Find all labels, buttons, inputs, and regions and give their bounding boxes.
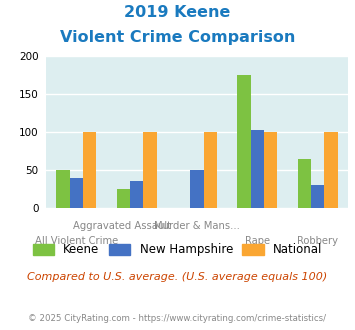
Text: © 2025 CityRating.com - https://www.cityrating.com/crime-statistics/: © 2025 CityRating.com - https://www.city…	[28, 314, 327, 323]
Bar	[298, 159, 311, 208]
Bar	[143, 132, 157, 208]
Bar	[83, 132, 96, 208]
Text: Compared to U.S. average. (U.S. average equals 100): Compared to U.S. average. (U.S. average …	[27, 272, 328, 282]
Bar	[324, 132, 338, 208]
Text: Rape: Rape	[245, 236, 270, 246]
Text: Aggravated Assault: Aggravated Assault	[72, 221, 171, 231]
Bar	[117, 189, 130, 208]
Text: 2019 Keene: 2019 Keene	[124, 5, 231, 20]
Bar	[237, 75, 251, 208]
Bar	[264, 132, 277, 208]
Text: Violent Crime Comparison: Violent Crime Comparison	[60, 30, 295, 45]
Bar	[190, 170, 204, 208]
Text: Robbery: Robbery	[297, 236, 338, 246]
Bar	[204, 132, 217, 208]
Bar	[56, 170, 70, 208]
Bar	[251, 130, 264, 208]
Bar	[311, 185, 324, 208]
Text: All Violent Crime: All Violent Crime	[35, 236, 118, 246]
Legend: Keene, New Hampshire, National: Keene, New Hampshire, National	[28, 239, 327, 261]
Text: Murder & Mans...: Murder & Mans...	[154, 221, 240, 231]
Bar	[70, 178, 83, 208]
Bar	[130, 182, 143, 208]
